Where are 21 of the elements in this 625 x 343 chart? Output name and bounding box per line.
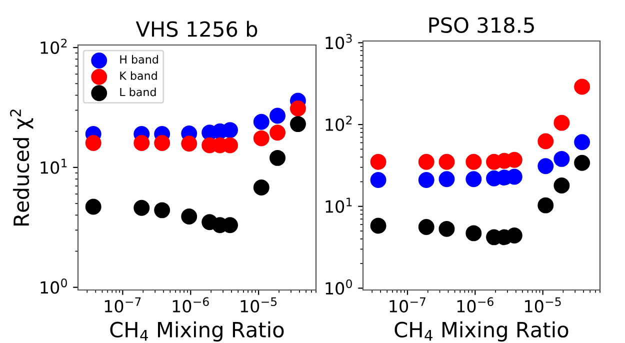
legend-label: L band xyxy=(120,88,156,96)
x-axis-title: CH$_{4}$ Mixing Ratio xyxy=(110,321,284,342)
y-axis-title: Reduced χ$^{2}$ xyxy=(10,110,34,226)
x-tick-label: 10$^{−6}$ xyxy=(457,297,494,312)
y-tick-label: 10$^{3}$ xyxy=(326,34,352,50)
legend-label: K band xyxy=(120,71,157,80)
x-tick-label: 10$^{−5}$ xyxy=(525,297,561,313)
x-tick-label: 10$^{−6}$ xyxy=(172,297,209,312)
legend-label: H band xyxy=(120,55,158,64)
y-tick-label: 10$^{2}$ xyxy=(326,116,352,131)
y-tick-label: 10$^{2}$ xyxy=(40,38,67,54)
y-tick-label: 10$^{1}$ xyxy=(40,158,67,174)
x-axis-title: CH$_{4}$ Mixing Ratio xyxy=(394,321,568,342)
y-tick-label: 10$^{1}$ xyxy=(326,198,352,213)
x-tick-label: 10$^{−5}$ xyxy=(240,297,277,313)
chart-title: VHS 1256 b xyxy=(136,20,258,37)
chart-title: PSO 318.5 xyxy=(429,17,534,33)
y-tick-label: 10$^{0}$ xyxy=(326,279,352,295)
y-tick-label: 10$^{0}$ xyxy=(40,278,67,294)
x-tick-label: 10$^{−7}$ xyxy=(390,297,426,313)
x-tick-label: 10$^{−7}$ xyxy=(104,297,141,313)
